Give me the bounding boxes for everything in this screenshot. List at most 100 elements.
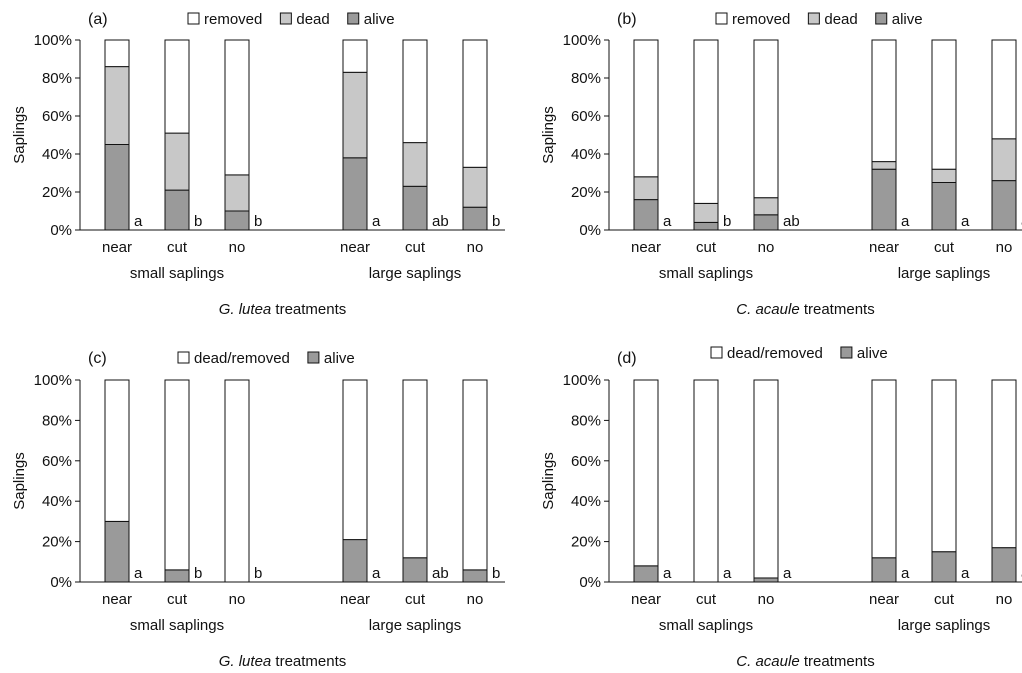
- bar-segment-alive: [462, 206, 488, 231]
- bar-segment-dead: [462, 166, 488, 208]
- significance-letter: a: [961, 213, 970, 230]
- x-axis-title-rest: treatments: [271, 653, 346, 670]
- y-tick-label: 0%: [50, 574, 72, 591]
- x-axis-title-rest: treatments: [800, 653, 875, 670]
- y-tick-label: 0%: [579, 222, 601, 239]
- legend-swatch-alive: [840, 346, 853, 359]
- x-axis-title-species: C. acaule: [736, 653, 799, 670]
- group-label-large: large saplings: [898, 617, 991, 634]
- bar-segment-alive: [342, 157, 368, 231]
- significance-letter: a: [783, 565, 792, 582]
- x-axis-title-species: C. acaule: [736, 301, 799, 318]
- y-tick-label: 20%: [571, 534, 601, 551]
- bar-segment-removed: [164, 39, 190, 134]
- y-tick-label: 40%: [42, 493, 72, 510]
- significance-letter: ab: [783, 213, 800, 230]
- significance-letter: a: [134, 565, 143, 582]
- bar-segment-alive: [693, 221, 719, 231]
- y-tick-label: 0%: [50, 222, 72, 239]
- significance-letter: b: [254, 565, 262, 582]
- bar-segment-alive: [164, 189, 190, 231]
- bar-segment-alive: [402, 557, 428, 583]
- x-category-label: near: [869, 239, 899, 256]
- significance-letter: b: [194, 565, 202, 582]
- x-axis-title-rest: treatments: [271, 301, 346, 318]
- panel-label: (d): [617, 350, 637, 367]
- bar-segment-alive: [931, 551, 957, 583]
- bar-segment-dead-removed: [342, 379, 368, 541]
- x-category-label: near: [340, 239, 370, 256]
- y-tick-label: 100%: [563, 372, 601, 389]
- significance-letter: a: [723, 565, 732, 582]
- x-axis-title-rest: treatments: [800, 301, 875, 318]
- x-axis-title: G. lutea treatments: [219, 653, 347, 670]
- bar-segment-alive: [462, 569, 488, 583]
- bar-segment-removed: [224, 39, 250, 176]
- x-axis-title: C. acaule treatments: [736, 301, 874, 318]
- x-category-label: cut: [167, 239, 188, 256]
- x-category-label: cut: [405, 591, 426, 608]
- x-category-label: no: [758, 591, 775, 608]
- bar-segment-alive: [104, 520, 130, 583]
- x-category-label: no: [229, 591, 246, 608]
- x-category-label: near: [631, 591, 661, 608]
- significance-letter: b: [492, 213, 500, 230]
- bar-segment-alive: [753, 577, 779, 583]
- x-category-label: near: [631, 239, 661, 256]
- legend-label-dead: dead: [296, 11, 329, 28]
- group-label-small: small saplings: [130, 617, 224, 634]
- y-tick-label: 40%: [571, 146, 601, 163]
- bar-segment-alive: [633, 565, 659, 583]
- legend-label-alive: alive: [324, 350, 355, 367]
- bar-segment-removed: [104, 39, 130, 68]
- x-category-label: cut: [696, 239, 717, 256]
- x-category-label: near: [102, 591, 132, 608]
- bar-segment-alive: [104, 144, 130, 231]
- bar-segment-alive: [991, 547, 1017, 583]
- x-category-label: no: [467, 239, 484, 256]
- bar-segment-alive: [342, 539, 368, 583]
- x-axis-title: G. lutea treatments: [219, 301, 347, 318]
- legend-label-removed: removed: [204, 11, 262, 28]
- bar-segment-dead: [224, 174, 250, 212]
- significance-letter: b: [194, 213, 202, 230]
- bar-segment-alive: [871, 168, 897, 231]
- group-label-large: large saplings: [369, 617, 462, 634]
- bar-segment-dead-removed: [164, 379, 190, 571]
- legend-label-removed: removed: [732, 11, 790, 28]
- x-axis-title: C. acaule treatments: [736, 653, 874, 670]
- y-axis-title: Saplings: [540, 106, 557, 164]
- panel-a: (a) removed dead alive Saplings 0% 20% 40% 60% 80…: [11, 11, 505, 318]
- x-category-label: near: [869, 591, 899, 608]
- x-category-label: no: [467, 591, 484, 608]
- x-category-label: cut: [934, 239, 955, 256]
- x-axis-title-species: G. lutea: [219, 301, 272, 318]
- significance-letter: a: [901, 213, 910, 230]
- group-label-large: large saplings: [898, 265, 991, 282]
- bar-segment-dead-removed: [633, 379, 659, 567]
- bar-segment-dead: [753, 197, 779, 216]
- bar-segment-alive: [164, 569, 190, 583]
- bar-segment-dead-removed: [753, 379, 779, 579]
- bar-segment-removed: [753, 39, 779, 199]
- significance-letter: a: [901, 565, 910, 582]
- bar-segment-dead-removed: [693, 379, 719, 583]
- legend-swatch-alive: [307, 351, 320, 364]
- significance-letter: a: [134, 213, 143, 230]
- significance-letter: b: [723, 213, 731, 230]
- y-tick-label: 60%: [571, 453, 601, 470]
- y-tick-label: 60%: [571, 108, 601, 125]
- bar-segment-removed: [462, 39, 488, 168]
- group-label-small: small saplings: [659, 265, 753, 282]
- bar-segment-dead-removed: [224, 379, 250, 583]
- y-tick-label: 20%: [42, 534, 72, 551]
- bar-segment-alive: [402, 185, 428, 231]
- bar-segment-alive: [224, 210, 250, 231]
- y-tick-label: 40%: [42, 146, 72, 163]
- y-axis-title: Saplings: [540, 452, 557, 510]
- y-tick-label: 60%: [42, 108, 72, 125]
- legend-swatch-dead-removed: [177, 351, 190, 364]
- bar-segment-dead-removed: [104, 379, 130, 522]
- y-tick-label: 80%: [571, 412, 601, 429]
